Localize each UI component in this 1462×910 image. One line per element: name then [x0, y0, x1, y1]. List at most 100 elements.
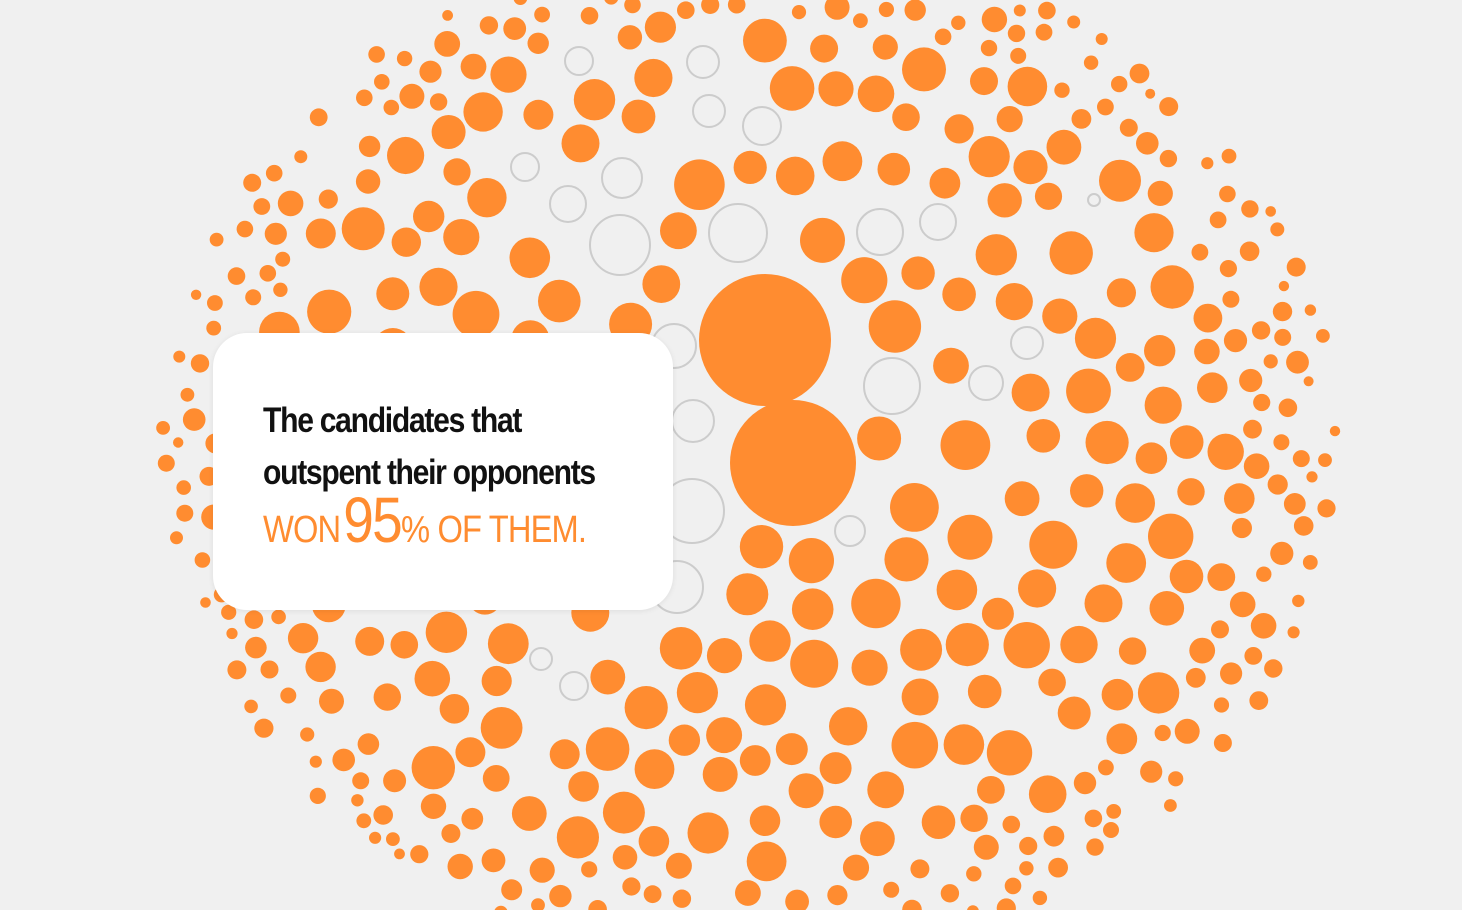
winner-bubble: [827, 885, 848, 906]
winner-bubble: [1292, 450, 1310, 468]
winner-bubble: [1038, 668, 1066, 697]
winner-bubble: [1229, 591, 1256, 618]
winner-bubble: [368, 46, 385, 63]
winner-bubble: [1106, 804, 1122, 819]
loser-bubble: [564, 46, 594, 76]
winner-bubble: [588, 900, 607, 910]
winner-bubble: [275, 251, 291, 267]
winner-bubble: [1243, 419, 1262, 439]
winner-bubble: [1270, 541, 1294, 566]
winner-bubble: [176, 504, 194, 522]
winner-bubble: [1106, 278, 1136, 308]
winner-bubble: [900, 628, 943, 671]
winner-bubble: [1148, 513, 1194, 559]
winner-bubble: [622, 877, 641, 896]
winner-bubble: [182, 408, 206, 431]
winner-bubble: [226, 627, 238, 640]
winner-bubble: [968, 136, 1010, 178]
winner-bubble: [660, 212, 697, 250]
winner-bubble: [980, 39, 998, 57]
winner-bubble: [617, 25, 643, 50]
winner-bubble: [1159, 149, 1178, 168]
winner-bubble: [509, 237, 551, 279]
winner-bubble: [960, 804, 988, 832]
winner-bubble: [1106, 723, 1138, 755]
loser-bubble: [589, 214, 651, 276]
winner-bubble: [643, 885, 662, 904]
winner-bubble: [819, 752, 852, 785]
winner-bubble: [665, 852, 692, 879]
winner-bubble: [672, 889, 692, 908]
winner-bubble: [1046, 129, 1082, 165]
winner-bubble: [273, 282, 288, 297]
winner-bubble: [1286, 257, 1306, 277]
winner-bubble: [581, 861, 598, 878]
winner-bubble: [373, 683, 401, 711]
winner-bubble: [503, 17, 527, 40]
loser-bubble: [742, 106, 782, 146]
winner-bubble: [534, 6, 550, 23]
winner-bubble: [612, 845, 638, 870]
winner-bubble: [383, 769, 407, 793]
winner-bubble: [561, 124, 600, 163]
winner-bubble: [621, 99, 656, 134]
winner-bubble: [414, 660, 451, 697]
winner-bubble: [280, 687, 297, 704]
winner-bubble: [857, 75, 895, 113]
callout-stat: WON 95% OF THEM.: [263, 488, 590, 565]
winner-bubble: [355, 626, 385, 656]
winner-bubble: [513, 0, 528, 5]
winner-bubble: [1057, 696, 1091, 730]
winner-bubble: [442, 10, 453, 21]
winner-bubble: [775, 733, 808, 766]
winner-bubble: [1007, 66, 1048, 107]
winner-bubble: [387, 136, 425, 175]
winner-bubble: [429, 93, 448, 111]
loser-bubble: [686, 45, 720, 79]
winner-bubble: [942, 277, 976, 312]
winner-bubble: [877, 152, 911, 186]
winner-bubble: [934, 28, 952, 46]
winner-bubble: [1095, 33, 1108, 45]
winner-bubble: [538, 279, 581, 323]
winner-bubble: [455, 737, 486, 768]
winner-bubble: [318, 189, 338, 209]
winner-bubble: [1253, 393, 1271, 412]
winner-bubble: [1168, 771, 1184, 787]
winner-bubble: [981, 6, 1008, 33]
winner-bubble: [634, 58, 673, 98]
winner-bubble: [929, 167, 961, 199]
winner-bubble: [790, 639, 839, 688]
winner-bubble: [1219, 185, 1236, 203]
winner-bubble: [481, 848, 506, 873]
winner-bubble: [1002, 815, 1021, 834]
winner-bubble: [170, 531, 183, 545]
winner-bubble: [190, 289, 202, 300]
winner-bubble: [1137, 672, 1180, 714]
winner-bubble: [585, 727, 630, 771]
winner-bubble: [244, 610, 264, 629]
winner-bubble: [1038, 1, 1056, 20]
winner-bubble: [259, 265, 277, 282]
winner-bubble: [494, 905, 508, 910]
winner-bubble: [1154, 724, 1171, 742]
winner-bubble: [461, 807, 484, 830]
winner-bubble: [511, 796, 547, 831]
winner-bubble: [1098, 759, 1114, 776]
winner-bubble: [1239, 241, 1260, 262]
winner-bubble: [1164, 799, 1177, 812]
winner-bubble: [1060, 625, 1098, 664]
winner-bubble: [677, 1, 695, 19]
winner-bubble: [1028, 775, 1067, 813]
winner-bubble: [995, 283, 1033, 321]
winner-bubble: [369, 831, 382, 844]
loser-bubble: [834, 515, 866, 547]
winner-bubble: [236, 220, 254, 238]
winner-bubble: [1011, 373, 1050, 412]
winner-bubble: [200, 597, 211, 608]
winner-bubble: [176, 480, 191, 495]
winner-bubble: [443, 158, 471, 186]
winner-bubble: [749, 620, 791, 662]
winner-bubble: [749, 805, 781, 836]
winner-bubble: [967, 674, 1002, 709]
